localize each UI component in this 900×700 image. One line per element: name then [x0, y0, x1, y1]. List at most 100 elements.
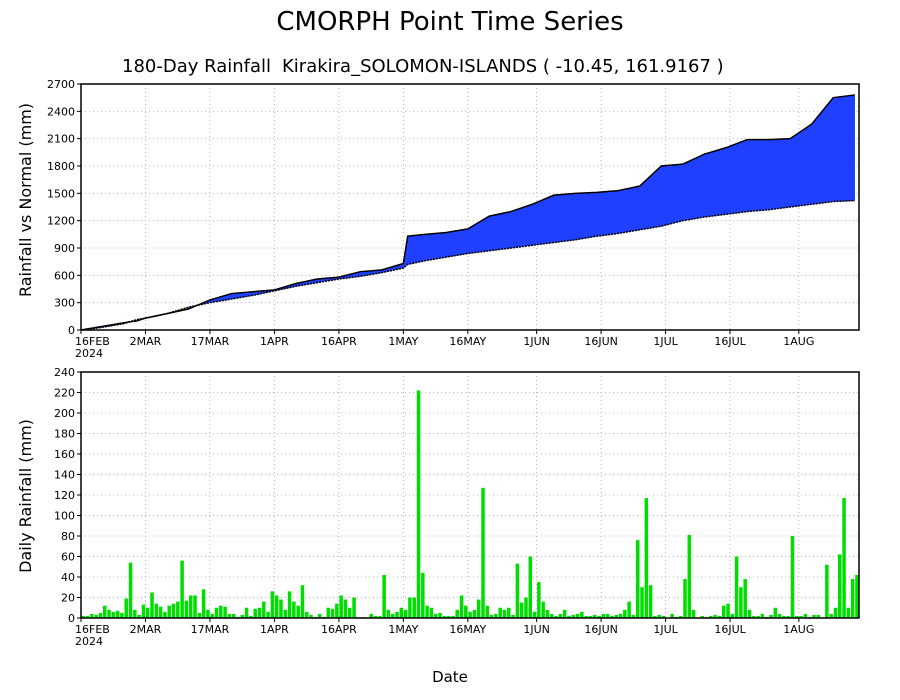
daily-rainfall-bar-133 — [653, 615, 657, 618]
daily-rainfall-bar-60 — [339, 595, 343, 618]
daily-rainfall-bar-123 — [610, 615, 614, 618]
daily-rainfall-bar-18 — [158, 606, 163, 618]
daily-rainfall-bar-174 — [829, 613, 833, 618]
rainfall-difference-segment-32 — [725, 139, 748, 215]
daily-rainfall-bar-127 — [627, 601, 631, 618]
daily-xtick-label-2: 17MAR — [191, 623, 230, 636]
chart-subtitle-right: Kirakira_SOLOMON-ISLANDS ( -10.45, 161.9… — [282, 56, 724, 77]
daily-rainfall-bar-61 — [343, 599, 348, 618]
daily-rainfall-bar-135 — [661, 615, 666, 618]
daily-rainfall-bar-84 — [442, 615, 447, 618]
cum-ytick-label-6: 1800 — [47, 160, 75, 173]
daily-rainfall-bar-40 — [253, 608, 257, 618]
daily-rainfall-bar-137 — [670, 613, 674, 618]
daily-rainfall-bar-24 — [184, 600, 189, 618]
daily-rainfall-bar-46 — [279, 599, 283, 618]
daily-rainfall-bar-73 — [395, 611, 399, 618]
daily-rainfall-bar-177 — [842, 498, 846, 618]
daily-rainfall-bar-63 — [352, 597, 356, 618]
daily-rainfall-bar-31 — [214, 607, 219, 618]
daily-rainfall-bar-94 — [485, 605, 490, 618]
daily-xtick-label-8: 16JUN — [584, 623, 618, 636]
daily-xtick-label-0: 16FEB — [75, 623, 110, 636]
daily-rainfall-bar-69 — [378, 615, 382, 618]
daily-rainfall-bar-153 — [739, 587, 743, 618]
rainfall-difference-segment-18 — [424, 232, 447, 262]
cum-xtick-label-10: 16JUL — [714, 335, 746, 348]
daily-rainfall-bar-86 — [451, 615, 455, 618]
daily-ytick-label-1: 20 — [61, 592, 75, 605]
daily-rainfall-bar-0 — [81, 615, 85, 618]
daily-rainfall-bar-74 — [399, 607, 404, 618]
cum-ytick-label-2: 600 — [54, 269, 75, 282]
daily-rainfall-bar-179 — [850, 579, 855, 618]
daily-rainfall-bar-70 — [382, 574, 386, 618]
daily-rainfall-bar-14 — [141, 604, 146, 618]
daily-rainfall-bar-23 — [180, 560, 184, 618]
cum-xtick-label-8: 16JUN — [584, 335, 618, 348]
daily-rainfall-bar-72 — [390, 613, 395, 618]
daily-ytick-label-10: 200 — [54, 407, 75, 420]
cum-ytick-label-3: 900 — [54, 242, 75, 255]
daily-rainfall-bar-85 — [446, 615, 451, 618]
daily-xtick-label-6: 16MAY — [449, 623, 486, 636]
rainfall-difference-segment-36 — [811, 96, 834, 205]
rainfall-difference-segment-26 — [596, 190, 619, 237]
daily-rainfall-bar-57 — [326, 607, 331, 618]
cum-xtick-label-6: 16MAY — [449, 335, 486, 348]
daily-rainfall-bar-102 — [519, 602, 524, 618]
daily-rainfall-bar-3 — [94, 614, 98, 618]
daily-ytick-label-3: 60 — [61, 551, 75, 564]
rainfall-difference-segment-21 — [489, 211, 512, 252]
rainfall-difference-segment-27 — [618, 185, 641, 234]
daily-rainfall-bar-148 — [717, 615, 722, 618]
daily-rainfall-bar-28 — [201, 589, 206, 618]
daily-rainfall-bar-48 — [287, 591, 292, 618]
daily-xtick-label-11: 1AUG — [783, 623, 814, 636]
daily-rainfall-bar-99 — [507, 607, 511, 618]
daily-ytick-label-4: 80 — [61, 530, 75, 543]
cumulative-plot-frame — [80, 83, 860, 331]
daily-rainfall-bar-111 — [558, 613, 563, 618]
daily-rainfall-bar-96 — [494, 613, 498, 618]
daily-rainfall-bar-79 — [421, 572, 425, 618]
daily-rainfall-bar-35 — [231, 613, 236, 618]
daily-rainfall-bar-158 — [760, 613, 765, 618]
daily-rainfall-bar-68 — [373, 615, 378, 618]
rainfall-difference-segment-25 — [575, 192, 598, 241]
daily-rainfall-bar-139 — [678, 615, 683, 618]
daily-rainfall-bar-39 — [249, 615, 253, 618]
rainfall-difference-segment-29 — [661, 163, 684, 227]
daily-rainfall-bar-12 — [133, 609, 137, 618]
daily-rainfall-bar-89 — [464, 605, 468, 618]
daily-rainfall-bar-25 — [188, 595, 193, 618]
daily-rainfall-bar-115 — [575, 613, 580, 618]
daily-rainfall-bar-154 — [743, 579, 747, 618]
daily-rainfall-bar-163 — [782, 615, 786, 618]
daily-rainfall-bar-166 — [795, 615, 799, 618]
rainfall-difference-segment-34 — [768, 138, 791, 211]
daily-rainfall-bar-92 — [476, 599, 481, 618]
rainfall-difference-segment-19 — [446, 228, 469, 258]
daily-rainfall-bar-131 — [644, 498, 649, 618]
cum-xtick-label-0: 16FEB — [75, 335, 110, 348]
daily-bars — [81, 390, 859, 618]
cum-xtick-label-3: 1APR — [260, 335, 289, 348]
daily-rainfall-bar-151 — [730, 613, 735, 618]
daily-rainfall-bar-114 — [571, 614, 576, 618]
daily-rainfall-bar-43 — [266, 611, 270, 618]
daily-rainfall-bar-71 — [386, 609, 391, 618]
daily-rainfall-bar-103 — [524, 597, 528, 618]
daily-rainfall-bar-180 — [855, 574, 859, 618]
daily-rainfall-bar-67 — [369, 613, 373, 618]
daily-rainfall-bar-16 — [150, 592, 154, 618]
daily-rainfall-bar-82 — [433, 613, 438, 618]
daily-rainfall-bar-173 — [825, 564, 829, 618]
daily-ytick-label-7: 140 — [54, 469, 75, 482]
daily-rainfall-bar-1 — [85, 615, 90, 618]
daily-xtick-label-10: 16JUL — [714, 623, 746, 636]
daily-ytick-label-11: 220 — [54, 387, 75, 400]
daily-rainfall-bar-105 — [532, 611, 537, 618]
daily-rainfall-bar-5 — [102, 605, 107, 618]
